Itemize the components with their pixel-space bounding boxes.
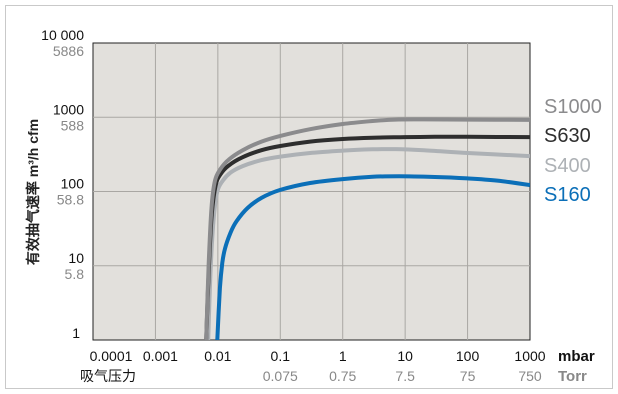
series-lines (204, 117, 530, 340)
y-tick-label: 100 (61, 176, 85, 192)
legend-label-s630: S630 (544, 125, 591, 147)
x-tick-label: 10 (397, 348, 413, 364)
x-axis-label: 吸气压力 (80, 368, 136, 384)
x-tick-label: 0.01 (204, 348, 231, 364)
y-tick-sublabel: 5886 (53, 43, 84, 59)
x-tick-label: 0.0001 (90, 348, 133, 364)
x-unit-mbar: mbar (558, 348, 595, 365)
x-tick-label: 0.001 (143, 348, 178, 364)
legend-label-s160: S160 (544, 184, 591, 206)
x-tick-sublabel: 0.75 (329, 368, 356, 384)
y-tick-sublabel: 58.8 (57, 192, 84, 208)
x-tick-sublabel: 0.075 (263, 368, 298, 384)
y-tick-sublabel: 588 (61, 117, 85, 133)
series-line-s1000 (204, 117, 530, 340)
x-tick-sublabel: 75 (460, 368, 476, 384)
y-tick-label: 10 000 (41, 27, 84, 43)
x-tick-sublabel: 750 (518, 368, 542, 384)
y-tick-label: 10 (68, 250, 84, 266)
legend: S1000 S630 S400 S160 (544, 96, 602, 206)
x-tick-labels: 0.0001 0.001 0.01 0.1 0.075 1 0.75 10 7.5 100 75 10… (90, 348, 546, 384)
x-tick-label: 1 (339, 348, 347, 364)
x-tick-sublabel: 7.5 (395, 368, 415, 384)
x-tick-label: 0.1 (271, 348, 291, 364)
x-tick-label: 1000 (514, 348, 545, 364)
y-tick-label: 1000 (53, 101, 84, 117)
y-tick-label: 1 (72, 325, 80, 341)
legend-label-s1000: S1000 (544, 96, 602, 118)
y-axis-label: 有效抽气速率 m³/h cfm (25, 119, 41, 265)
x-unit-torr: Torr (558, 368, 587, 385)
series-line-s400 (206, 147, 530, 340)
x-tick-label: 100 (456, 348, 480, 364)
legend-label-s400: S400 (544, 155, 591, 177)
series-line-s160 (215, 174, 530, 340)
y-tick-sublabel: 5.8 (65, 266, 85, 282)
